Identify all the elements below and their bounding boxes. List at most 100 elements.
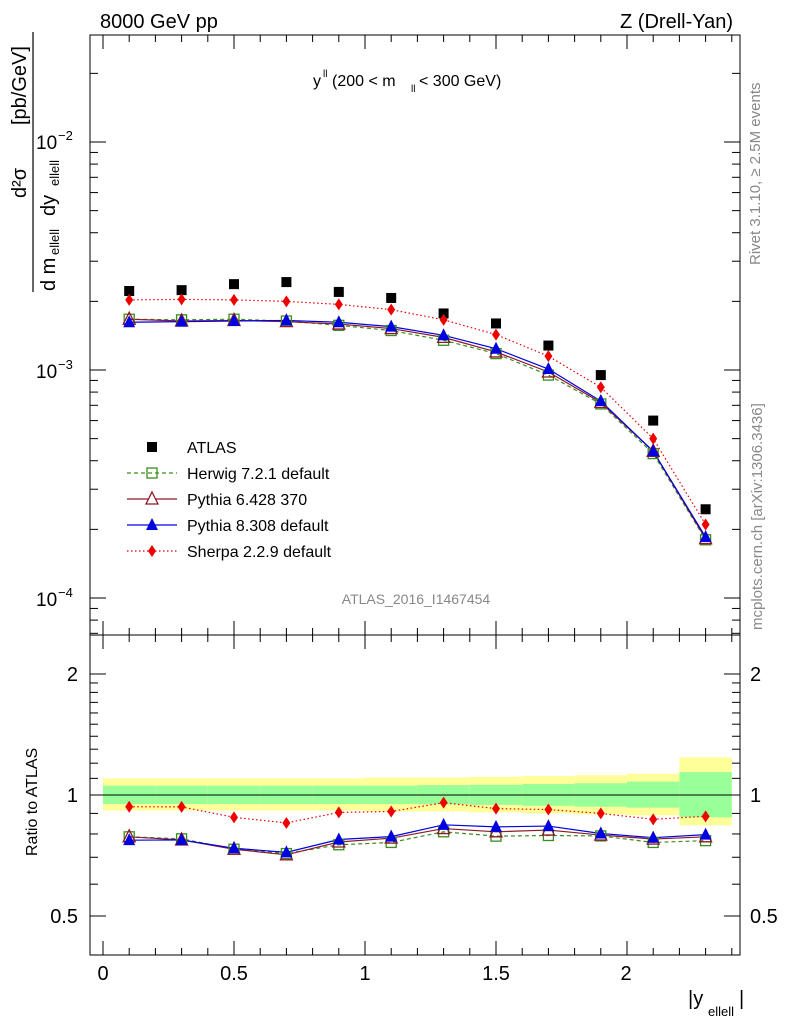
tick-exponent: −3 <box>58 357 73 372</box>
ratio-point-pythia8-0 <box>123 833 136 846</box>
main-point-atlas-11 <box>700 504 711 515</box>
ratio-point-sherpa-9 <box>596 807 605 820</box>
legend-entry-herwig: Herwig 7.2.1 default <box>127 466 330 483</box>
x-tick-label-0p5: 0.5 <box>220 963 248 985</box>
ratio-y-axis-label: Ratio to ATLAS <box>24 748 41 856</box>
main-point-sherpa-9 <box>596 381 605 394</box>
ratio-point-sherpa-0 <box>125 800 134 813</box>
ratio-line-sherpa <box>129 802 706 824</box>
main-point-sherpa-7 <box>492 328 500 341</box>
main-point-pythia8-0 <box>123 315 136 328</box>
axis-ticks <box>90 35 740 956</box>
ratio-y-tick-label-1: 1 <box>67 785 78 807</box>
y-label-den-sub: ellell <box>47 229 62 255</box>
ratio-y-tick-label-1-right: 1 <box>750 785 761 807</box>
x-tick-label-1p5: 1.5 <box>482 963 510 985</box>
main-point-sherpa-10 <box>649 432 658 445</box>
ratio-y-tick-label-0p5-right: 0.5 <box>750 906 778 928</box>
main-point-sherpa-2 <box>230 293 238 306</box>
ratio-y-tick-label-0p5: 0.5 <box>50 906 78 928</box>
legend: ATLAS Herwig 7.2.1 default Pythia 6.428 … <box>127 440 332 561</box>
main-point-atlas-9 <box>595 370 606 381</box>
ratio-point-pythia8-9 <box>594 826 607 839</box>
ratio-plot-data <box>122 796 713 861</box>
y-label-denominator: d m <box>38 258 60 291</box>
main-y-tick-label-1e-2: 10 −2 <box>36 128 73 154</box>
ratio-point-sherpa-6 <box>439 796 448 809</box>
x-axis-label-sub: ellell <box>708 1004 734 1019</box>
main-point-sherpa-1 <box>177 293 186 306</box>
x-tick-label-2: 2 <box>620 963 631 985</box>
legend-entry-pythia8: Pythia 8.308 default <box>127 518 329 535</box>
main-point-pythia8-2 <box>228 314 240 327</box>
x-tick-label-1: 1 <box>359 963 370 985</box>
ratio-point-pythia8-10 <box>647 830 660 843</box>
main-point-sherpa-8 <box>544 350 553 363</box>
ratio-point-pythia8-2 <box>228 841 240 854</box>
ratio-point-pythia8-1 <box>175 832 188 845</box>
main-point-atlas-3 <box>281 277 292 288</box>
ratio-point-sherpa-3 <box>282 816 291 829</box>
y-label-den-dy: dy <box>38 195 60 216</box>
mcplots-label: mcplots.cern.ch [arXiv:1306.3436] <box>749 403 766 630</box>
x-axis-label-main: |y <box>688 988 703 1010</box>
ratio-point-sherpa-4 <box>334 806 343 819</box>
main-point-atlas-6 <box>438 308 449 319</box>
ratio-point-sherpa-7 <box>492 802 500 815</box>
analysis-label: ATLAS_2016_I1467454 <box>342 591 491 607</box>
ratio-point-pythia8-3 <box>280 845 293 858</box>
main-point-sherpa-4 <box>334 298 343 311</box>
y-label-den-sub2: ellell <box>47 160 62 186</box>
main-point-sherpa-3 <box>282 295 291 308</box>
main-point-pythia8-10 <box>647 444 660 457</box>
main-plot-data <box>122 277 713 546</box>
plot-title-sup: ll <box>323 69 327 80</box>
plot-title: y ll (200 < m ll < 300 GeV) <box>313 69 501 95</box>
ratio-point-pythia8-7 <box>490 819 502 832</box>
main-y-axis-label: d²σ d m ellell dy ellell [pb/GeV] <box>9 32 62 292</box>
ratio-point-sherpa-1 <box>177 800 186 813</box>
main-point-sherpa-5 <box>387 303 396 316</box>
y-label-unit: [pb/GeV] <box>9 46 31 125</box>
main-line-herwig <box>129 318 707 541</box>
ratio-line-pythia6 <box>129 827 706 856</box>
tick-exponent: −2 <box>58 128 73 143</box>
tick-exponent: −4 <box>58 585 73 600</box>
ratio-point-sherpa-8 <box>544 803 553 816</box>
plot-title-range-close: < 300 GeV) <box>419 73 501 90</box>
ratio-line-pythia8 <box>129 824 706 853</box>
main-point-atlas-10 <box>648 415 659 426</box>
x-axis-label-close: | <box>739 988 744 1010</box>
ratio-point-pythia8-5 <box>385 829 398 842</box>
ratio-point-sherpa-5 <box>387 805 396 818</box>
main-line-sherpa <box>129 298 707 525</box>
main-line-pythia8 <box>129 319 707 538</box>
main-point-pythia8-9 <box>594 394 607 407</box>
legend-label-atlas: ATLAS <box>187 440 237 457</box>
ratio-uncertainty-bands <box>103 757 732 826</box>
main-point-pythia8-1 <box>175 314 188 327</box>
ratio-line-herwig <box>129 831 706 855</box>
tick-base: 10 <box>36 133 57 154</box>
legend-entry-atlas: ATLAS <box>147 440 237 457</box>
energy-label: 8000 GeV pp <box>100 11 218 33</box>
main-point-pythia8-6 <box>437 328 450 341</box>
y-label-numerator: d²σ <box>9 167 31 198</box>
ratio-point-sherpa-10 <box>649 813 658 826</box>
main-point-atlas-7 <box>491 318 501 329</box>
legend-label-sherpa: Sherpa 2.2.9 default <box>187 544 332 561</box>
main-point-pythia8-11 <box>699 530 712 543</box>
main-point-pythia8-3 <box>280 313 293 326</box>
main-point-sherpa-6 <box>439 313 448 326</box>
ratio-point-pythia8-11 <box>699 827 712 840</box>
main-y-tick-label-1e-3: 10 −3 <box>36 357 73 383</box>
rivet-label: Rivet 3.1.10, ≥ 2.5M events <box>747 83 764 266</box>
main-point-pythia8-7 <box>490 341 502 354</box>
main-point-pythia8-5 <box>385 319 398 332</box>
plot-title-main: y <box>313 73 321 90</box>
plot-title-range-open: (200 < m <box>332 73 396 90</box>
legend-label-pythia6: Pythia 6.428 370 <box>187 492 307 509</box>
main-point-atlas-4 <box>333 286 344 297</box>
tick-base: 10 <box>36 590 57 611</box>
legend-entry-sherpa: Sherpa 2.2.9 default <box>127 544 332 561</box>
